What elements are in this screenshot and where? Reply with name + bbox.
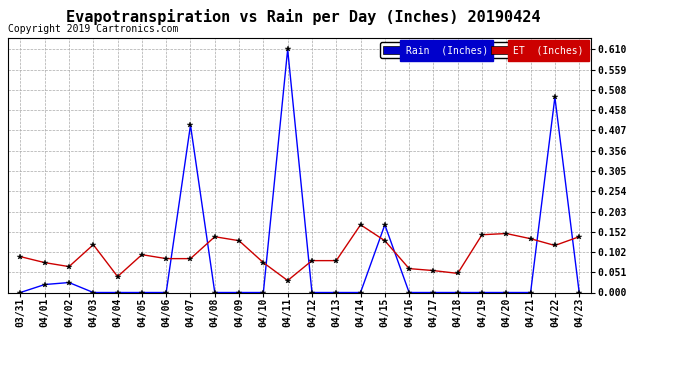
Text: Evapotranspiration vs Rain per Day (Inches) 20190424: Evapotranspiration vs Rain per Day (Inch…: [66, 9, 541, 26]
Text: Copyright 2019 Cartronics.com: Copyright 2019 Cartronics.com: [8, 24, 179, 34]
Legend: Rain  (Inches), ET  (Inches): Rain (Inches), ET (Inches): [380, 42, 586, 58]
